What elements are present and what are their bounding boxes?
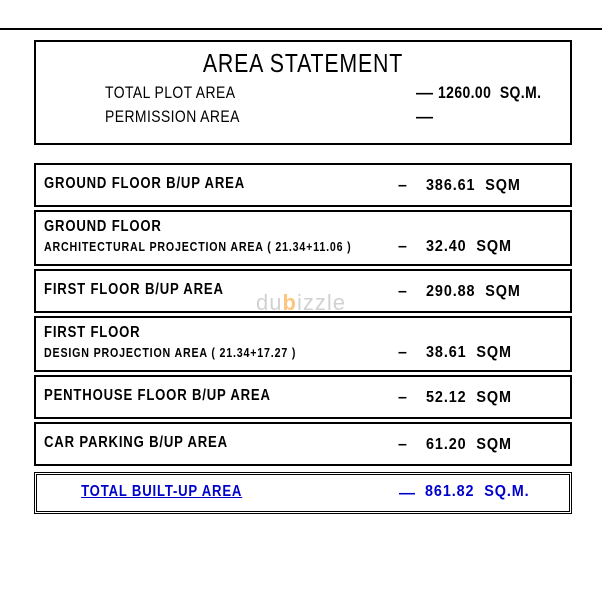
area-rows: GROUND FLOOR B/UP AREA – 386.61 SQM GROU… [34,163,572,514]
title: AREA STATEMENT [92,48,513,79]
row-value: 61.20 SQM [426,436,512,454]
row-label: GROUND FLOOR [44,218,469,236]
header-box: AREA STATEMENT TOTAL PLOT AREA — 1260.00… [34,40,572,145]
dash-icon: — [416,107,434,127]
top-rule [0,28,602,30]
header-value [438,107,442,127]
row-value: 32.40 SQM [426,238,512,256]
total-value: 861.82 SQ.M. [425,483,530,501]
header-value: 1260.00 SQ.M. [438,83,541,103]
header-label: PERMISSION AREA [46,107,240,127]
dash-icon: – [398,177,408,195]
row-value: 38.61 SQM [426,344,512,362]
area-statement: AREA STATEMENT TOTAL PLOT AREA — 1260.00… [34,40,572,514]
dash-icon: – [398,283,408,301]
dash-icon: – [398,436,408,454]
row-value: 290.88 SQM [426,283,521,301]
row-total-built-up: TOTAL BUILT-UP AREA — 861.82 SQ.M. [34,472,572,514]
dash-icon: — [399,485,416,503]
dash-icon: – [398,238,408,256]
header-row-plot: TOTAL PLOT AREA — 1260.00 SQ.M. [46,83,560,105]
row-value: 386.61 SQM [426,177,521,195]
row-penthouse-bup: PENTHOUSE FLOOR B/UP AREA – 52.12 SQM [34,375,572,419]
row-ground-floor-arch-proj: GROUND FLOOR ARCHITECTURAL PROJECTION AR… [34,210,572,266]
row-value: 52.12 SQM [426,389,512,407]
row-ground-floor-bup: GROUND FLOOR B/UP AREA – 386.61 SQM [34,163,572,207]
dash-icon: – [398,389,408,407]
row-label: FIRST FLOOR [44,324,469,342]
header-label: TOTAL PLOT AREA [46,83,235,103]
row-first-floor-bup: FIRST FLOOR B/UP AREA – 290.88 SQM [34,269,572,313]
dash-icon: – [398,344,408,362]
header-row-permission: PERMISSION AREA — [46,107,560,129]
dash-icon: — [416,83,434,103]
row-car-parking-bup: CAR PARKING B/UP AREA – 61.20 SQM [34,422,572,466]
row-first-floor-design-proj: FIRST FLOOR DESIGN PROJECTION AREA ( 21.… [34,316,572,372]
